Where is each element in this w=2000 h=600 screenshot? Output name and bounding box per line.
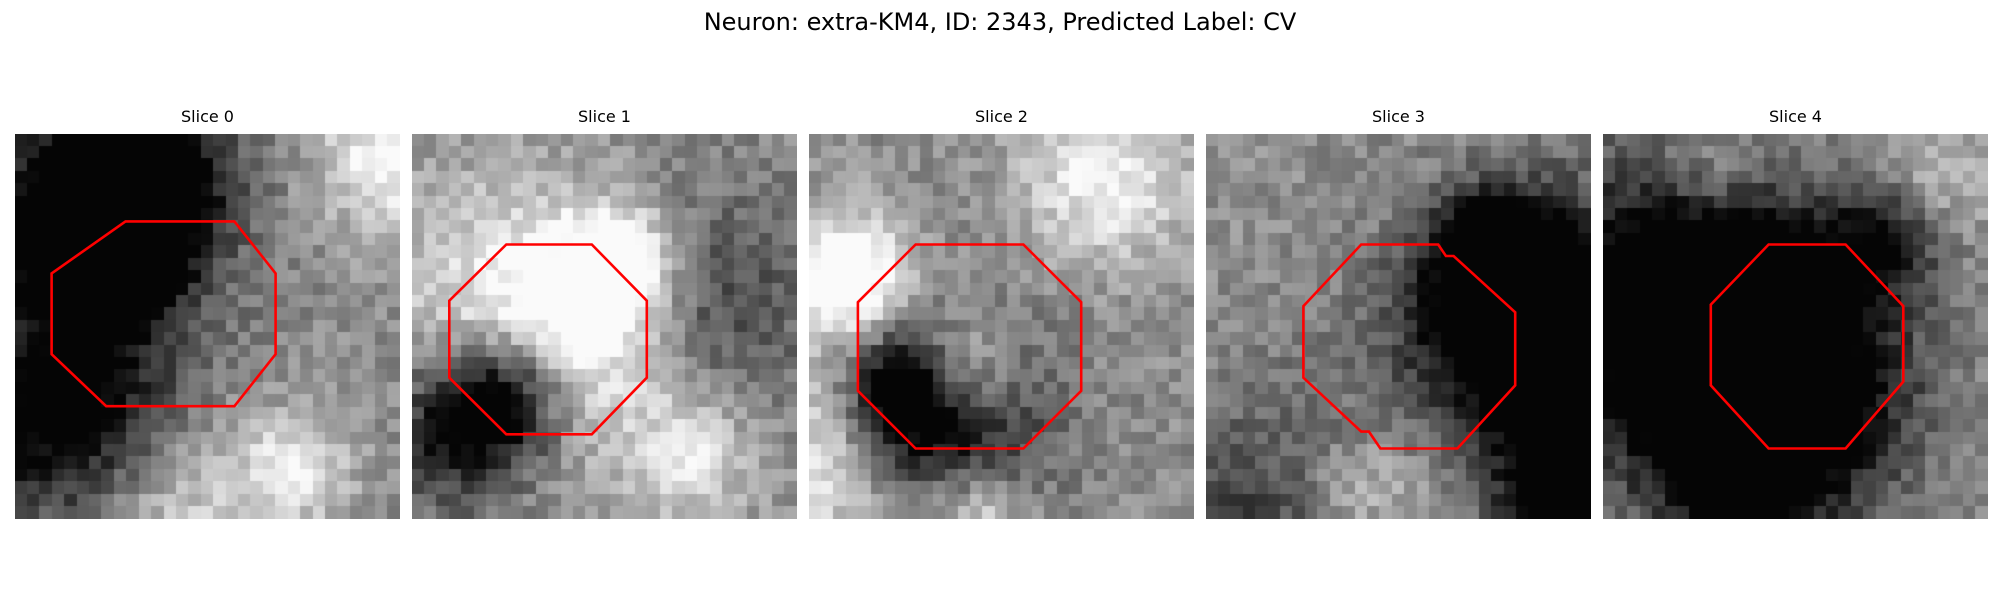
slice-title-0: Slice 0 [181, 107, 234, 126]
slice-image-0 [15, 134, 400, 519]
slice-image-2 [809, 134, 1194, 519]
roi-outline-3 [1302, 243, 1517, 450]
slice-image-1 [412, 134, 797, 519]
roi-polygon-3 [1302, 243, 1517, 450]
slice-title-2: Slice 2 [975, 107, 1028, 126]
slice-title-4: Slice 4 [1769, 107, 1822, 126]
figure-title: Neuron: extra-KM4, ID: 2343, Predicted L… [703, 8, 1297, 36]
roi-outline-1 [447, 243, 649, 436]
slice-title-1: Slice 1 [578, 107, 631, 126]
slice-title-3: Slice 3 [1372, 107, 1425, 126]
roi-polygon-4 [1709, 243, 1905, 450]
roi-polygon-1 [447, 243, 649, 436]
roi-polygon-0 [50, 220, 277, 408]
roi-outline-0 [50, 220, 277, 408]
slice-image-4 [1603, 134, 1988, 519]
roi-outline-4 [1709, 243, 1905, 450]
roi-outline-2 [856, 243, 1083, 450]
slice-image-3 [1206, 134, 1591, 519]
roi-polygon-2 [856, 243, 1083, 450]
